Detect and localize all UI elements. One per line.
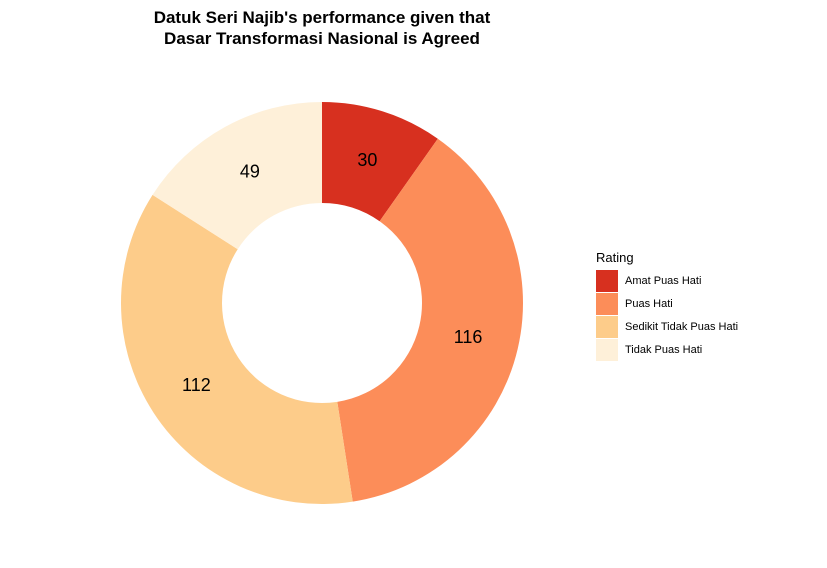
slice-puas-hati [337,138,523,502]
slice-label-sedikit-tidak-puas-hati: 112 [182,375,211,395]
legend-swatch-tidak-puas-hati [596,339,618,361]
legend-title: Rating [596,250,634,265]
slice-sedikit-tidak-puas-hati [121,194,353,505]
legend-label-puas-hati: Puas Hati [625,298,673,310]
donut-slices [121,102,523,505]
chart-title: Datuk Seri Najib's performance given tha… [154,8,491,48]
legend-items: Amat Puas Hati Puas Hati Sedikit Tidak Pua… [596,270,738,361]
slice-tidak-puas-hati [152,102,322,250]
donut-slice-labels: 30 116 112 49 [182,150,482,395]
legend: Rating Amat Puas Hati Puas Hati Sedikit Ti… [596,250,738,361]
slice-amat-puas-hati [322,102,438,222]
legend-label-amat-puas-hati: Amat Puas Hati [625,275,701,287]
legend-swatch-puas-hati [596,293,618,315]
slice-label-amat-puas-hati: 30 [357,150,377,170]
legend-swatch-sedikit-tidak-puas-hati [596,316,618,338]
legend-swatch-amat-puas-hati [596,270,618,292]
legend-label-tidak-puas-hati: Tidak Puas Hati [625,344,702,356]
legend-label-sedikit-tidak-puas-hati: Sedikit Tidak Puas Hati [625,321,738,333]
slice-label-tidak-puas-hati: 49 [240,161,260,181]
chart-title-line-2: Dasar Transformasi Nasional is Agreed [164,29,480,48]
chart-title-line-1: Datuk Seri Najib's performance given tha… [154,8,491,27]
slice-label-puas-hati: 116 [454,327,483,347]
